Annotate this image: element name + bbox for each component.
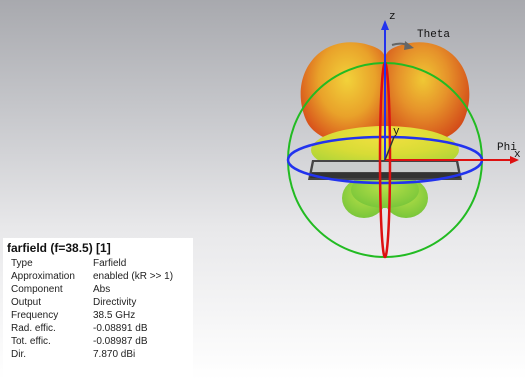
- info-row-output: Output Directivity: [7, 297, 173, 310]
- info-value: Farfield: [93, 258, 127, 269]
- info-key: Tot. effic.: [11, 336, 51, 347]
- z-axis-arrow-icon: [381, 20, 389, 30]
- info-row-type: Type Farfield: [7, 258, 173, 271]
- x-axis-arrow-icon: [510, 156, 519, 164]
- theta-arrowhead-icon: [404, 41, 414, 50]
- farfield-info-panel: farfield (f=38.5) [1] Type Farfield Appr…: [3, 238, 193, 380]
- info-row-frequency: Frequency 38.5 GHz: [7, 310, 173, 323]
- lower-lobes: [342, 172, 428, 218]
- info-key: Component: [11, 284, 63, 295]
- farfield-properties-table: Type Farfield Approximation enabled (kR …: [7, 258, 173, 362]
- info-row-dir: Dir. 7.870 dBi: [7, 349, 173, 362]
- info-row-rad-effic: Rad. effic. -0.08891 dB: [7, 323, 173, 336]
- antenna-substrate: [308, 160, 462, 180]
- info-value: 38.5 GHz: [93, 310, 136, 321]
- x-axis-label: x: [514, 149, 521, 161]
- info-value: enabled (kR >> 1): [93, 271, 174, 282]
- info-row-approximation: Approximation enabled (kR >> 1): [7, 271, 173, 284]
- info-value: -0.08987 dB: [93, 336, 148, 347]
- info-key: Approximation: [11, 271, 75, 282]
- info-key: Output: [11, 297, 42, 308]
- info-key: Frequency: [11, 310, 59, 321]
- info-value: -0.08891 dB: [93, 323, 148, 334]
- info-key: Type: [11, 258, 33, 269]
- info-row-tot-effic: Tot. effic. -0.08987 dB: [7, 336, 173, 349]
- y-axis-line: [384, 136, 395, 161]
- info-row-component: Component Abs: [7, 284, 173, 297]
- phi-label: Phi: [497, 142, 517, 154]
- info-key: Dir.: [11, 349, 26, 360]
- theta-label: Theta: [417, 29, 451, 41]
- farfield-title: farfield (f=38.5) [1]: [7, 241, 111, 255]
- info-key: Rad. effic.: [11, 323, 56, 334]
- z-axis-label: z: [389, 11, 396, 23]
- y-axis-label: y: [393, 126, 400, 138]
- info-value: 7.870 dBi: [93, 349, 136, 360]
- info-value: Directivity: [93, 297, 137, 308]
- info-value: Abs: [93, 284, 111, 295]
